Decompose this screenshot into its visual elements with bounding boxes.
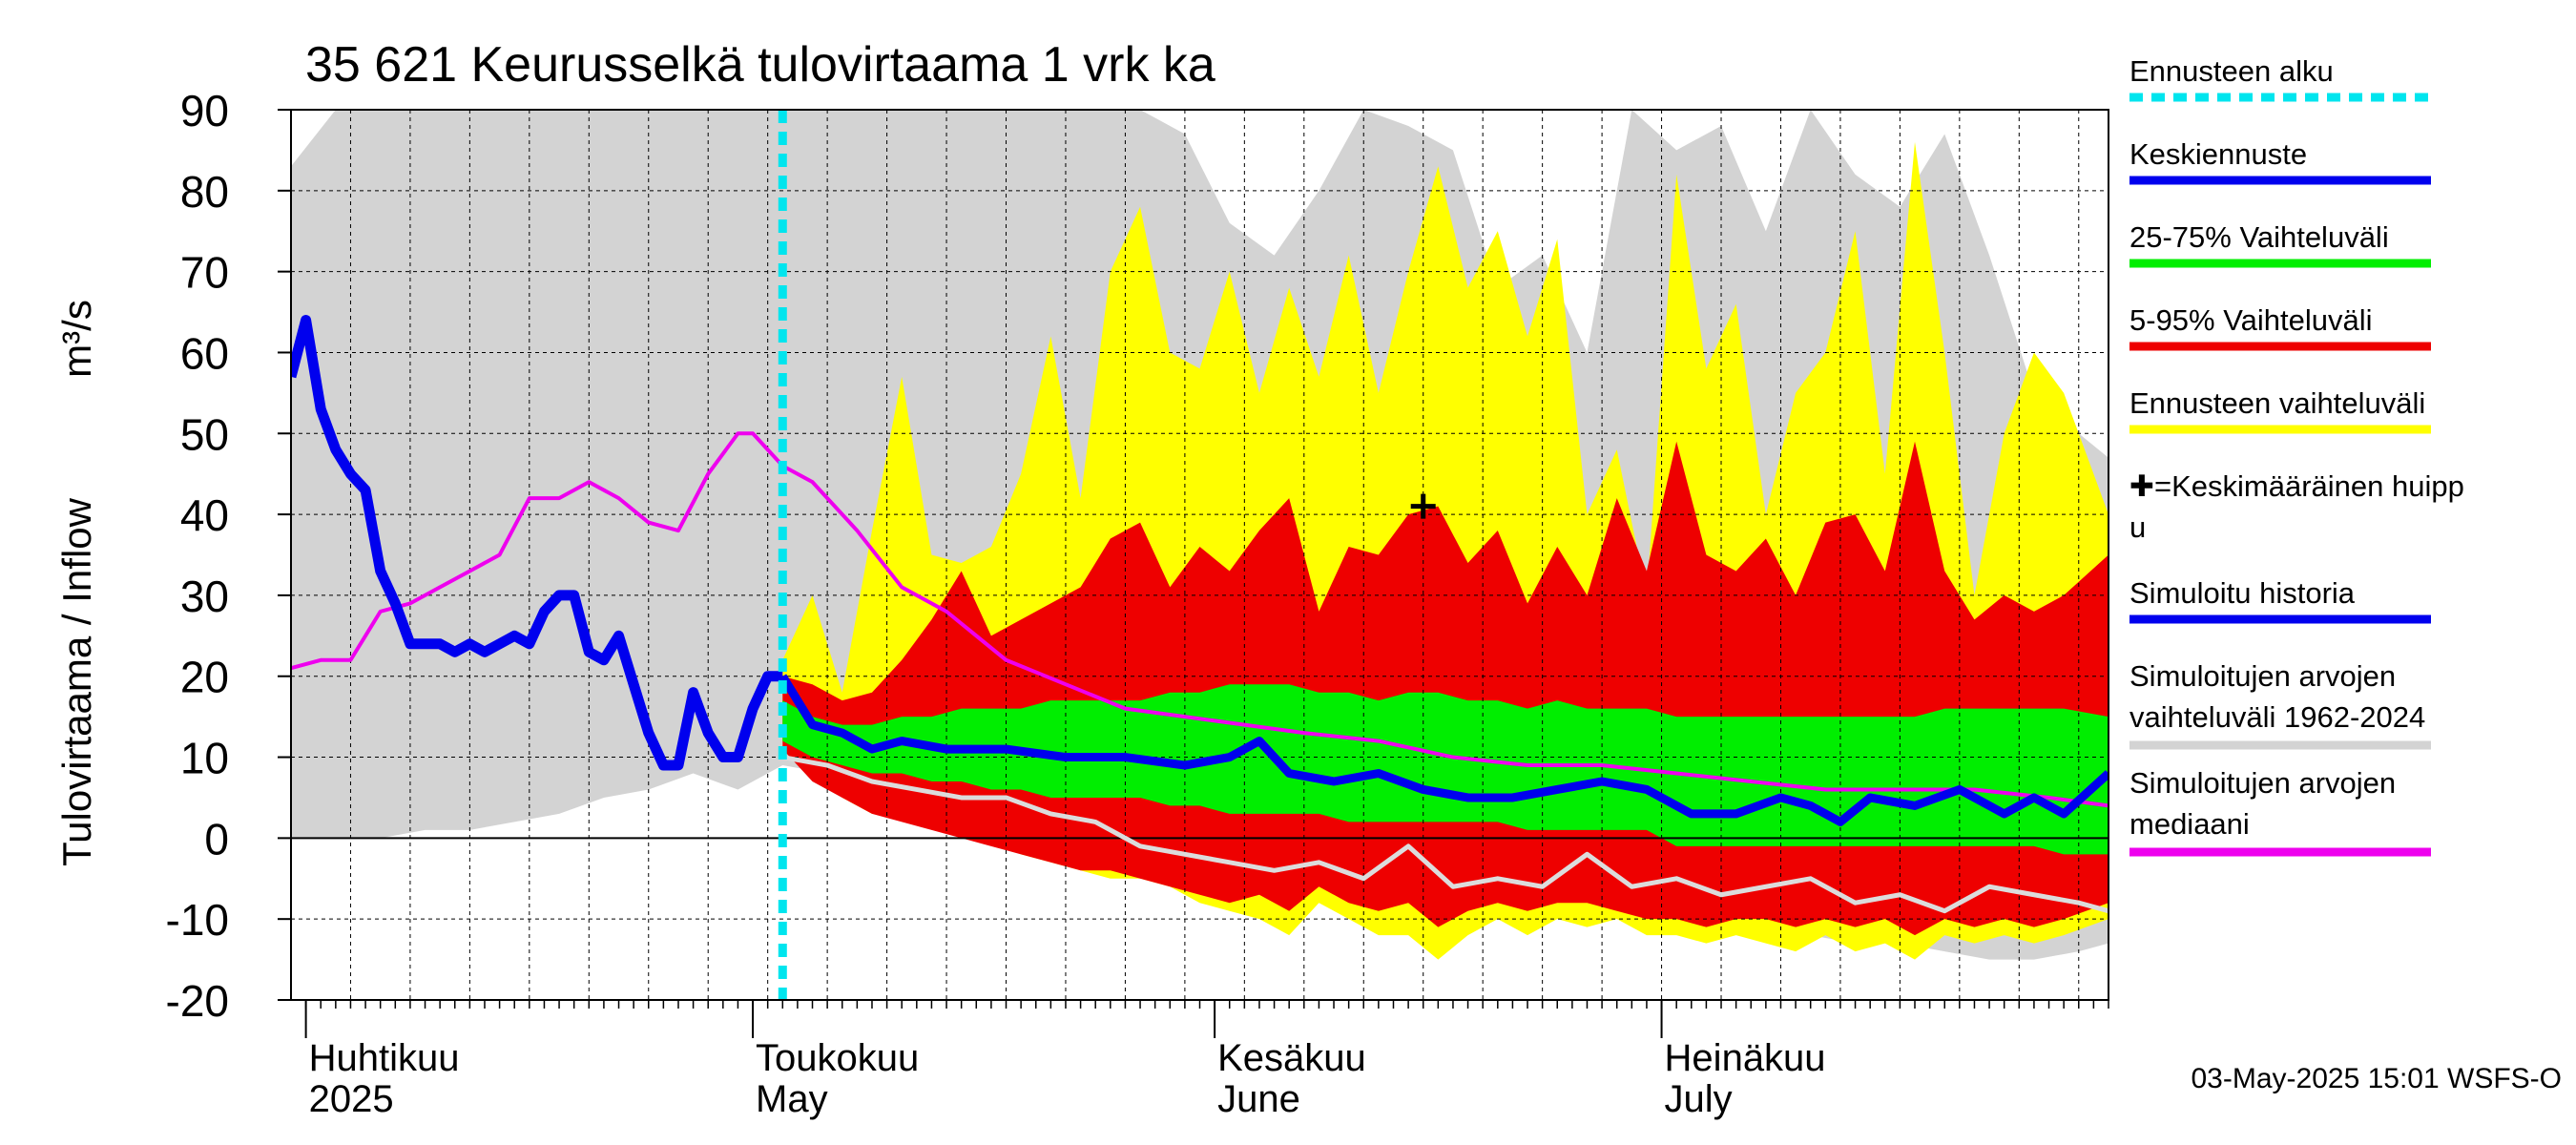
median-line	[291, 431, 2109, 808]
legend-label-line2: u	[2129, 510, 2146, 544]
y-tick-label: 80	[180, 167, 229, 217]
legend-label: 5-95% Vaihteluväli	[2129, 303, 2372, 337]
y-tick-label: -10	[166, 895, 229, 945]
y-axis-unit: m³/s	[54, 300, 99, 378]
y-tick-label: 10	[180, 734, 229, 783]
y-tick-label: 40	[180, 490, 229, 540]
legend-label: 25-75% Vaihteluväli	[2129, 220, 2389, 254]
legend-label: Keskiennuste	[2129, 137, 2307, 171]
series-lines	[291, 110, 2109, 1000]
mean-peak-marker	[1410, 493, 1436, 519]
legend-label: Simuloitujen arvojen	[2129, 659, 2396, 693]
history-line	[291, 315, 783, 771]
footer-timestamp: 03-May-2025 15:01 WSFS-O	[2192, 1063, 2563, 1094]
legend-label-line2: mediaani	[2129, 807, 2250, 841]
x-month-sublabel: 2025	[309, 1078, 394, 1120]
legend: Ennusteen alku Keskiennuste 25-75% Vaihtel…	[2129, 54, 2464, 857]
chart-title: 35 621 Keurusselkä tulovirtaama 1 vrk ka	[305, 37, 1215, 93]
y-tick-label: 50	[180, 409, 229, 459]
y-tick-label: 90	[180, 86, 229, 135]
y-tick-label: 60	[180, 328, 229, 378]
x-month-label: Heinäkuu	[1665, 1037, 1826, 1079]
y-tick-label: 70	[180, 248, 229, 298]
legend-label: ✚=Keskimääräinen huipp	[2129, 469, 2464, 503]
y-axis: -20 -10 0 10 20 30 40 50 60 70 80 90	[166, 86, 291, 1026]
y-tick-label: 0	[204, 814, 229, 864]
legend-label: Simuloitujen arvojen	[2129, 766, 2396, 800]
x-month-sublabel: July	[1665, 1078, 1733, 1120]
x-month-label: Toukokuu	[756, 1037, 919, 1079]
y-axis-label: Tulovirtaama / Inflow	[54, 497, 99, 866]
x-month-label: Kesäkuu	[1217, 1037, 1366, 1079]
x-month-sublabel: June	[1217, 1078, 1300, 1120]
legend-label: Simuloitu historia	[2129, 576, 2356, 610]
y-tick-label: 20	[180, 653, 229, 702]
x-month-sublabel: May	[756, 1078, 828, 1120]
legend-label: Ennusteen vaihteluväli	[2129, 386, 2425, 420]
grid-lines	[291, 110, 2109, 1000]
x-month-label: Huhtikuu	[309, 1037, 460, 1079]
legend-label-line2: vaihteluväli 1962-2024	[2129, 700, 2425, 734]
y-tick-label: 30	[180, 572, 229, 621]
range-25-75-band	[782, 684, 2109, 855]
legend-label: Ennusteen alku	[2129, 54, 2334, 88]
mean-forecast-line	[779, 674, 2109, 826]
y-tick-label: -20	[166, 976, 229, 1026]
sim-low-line	[781, 755, 2109, 914]
